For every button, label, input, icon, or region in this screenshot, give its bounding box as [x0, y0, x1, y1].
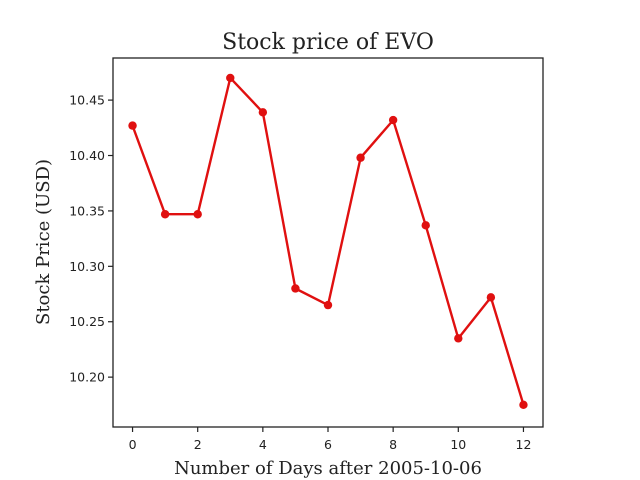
- y-tick-label: 10.40: [69, 148, 105, 163]
- data-point: [128, 121, 137, 130]
- series-line: [131, 76, 525, 406]
- data-point: [323, 300, 333, 310]
- x-axis-label: Number of Days after 2005-10-06: [174, 458, 482, 479]
- plot-frame: [112, 57, 544, 428]
- data-point: [421, 221, 430, 230]
- y-tick-label: 10.30: [69, 259, 105, 274]
- x-tick-label: 2: [194, 437, 202, 452]
- x-tick-label: 10: [450, 437, 466, 452]
- data-point: [226, 73, 235, 83]
- x-tick-label: 4: [259, 437, 267, 452]
- plot-area: 0 2 4 6 8 10 12 10.20 10.25 10.30 10.35 10.40 10.45: [69, 57, 544, 452]
- y-tick-label: 10.35: [69, 203, 105, 218]
- x-tick-label: 12: [516, 437, 532, 452]
- y-tick-label: 10.25: [69, 314, 105, 329]
- data-point: [160, 210, 170, 219]
- y-tick-label: 10.20: [69, 370, 105, 385]
- data-point: [193, 210, 202, 219]
- data-point: [519, 400, 528, 410]
- data-point: [486, 293, 496, 302]
- data-point: [388, 115, 398, 125]
- data-point: [291, 284, 300, 293]
- x-tick-label: 8: [389, 437, 397, 452]
- x-tick-label: 6: [324, 437, 332, 452]
- y-tick-label: 10.45: [69, 93, 105, 108]
- chart-title: Stock price of EVO: [222, 30, 434, 55]
- x-tick-label: 0: [129, 437, 137, 452]
- data-point: [454, 334, 463, 343]
- y-axis-label: Stock Price (USD): [33, 159, 54, 325]
- data-point: [258, 108, 268, 117]
- data-point: [356, 153, 365, 162]
